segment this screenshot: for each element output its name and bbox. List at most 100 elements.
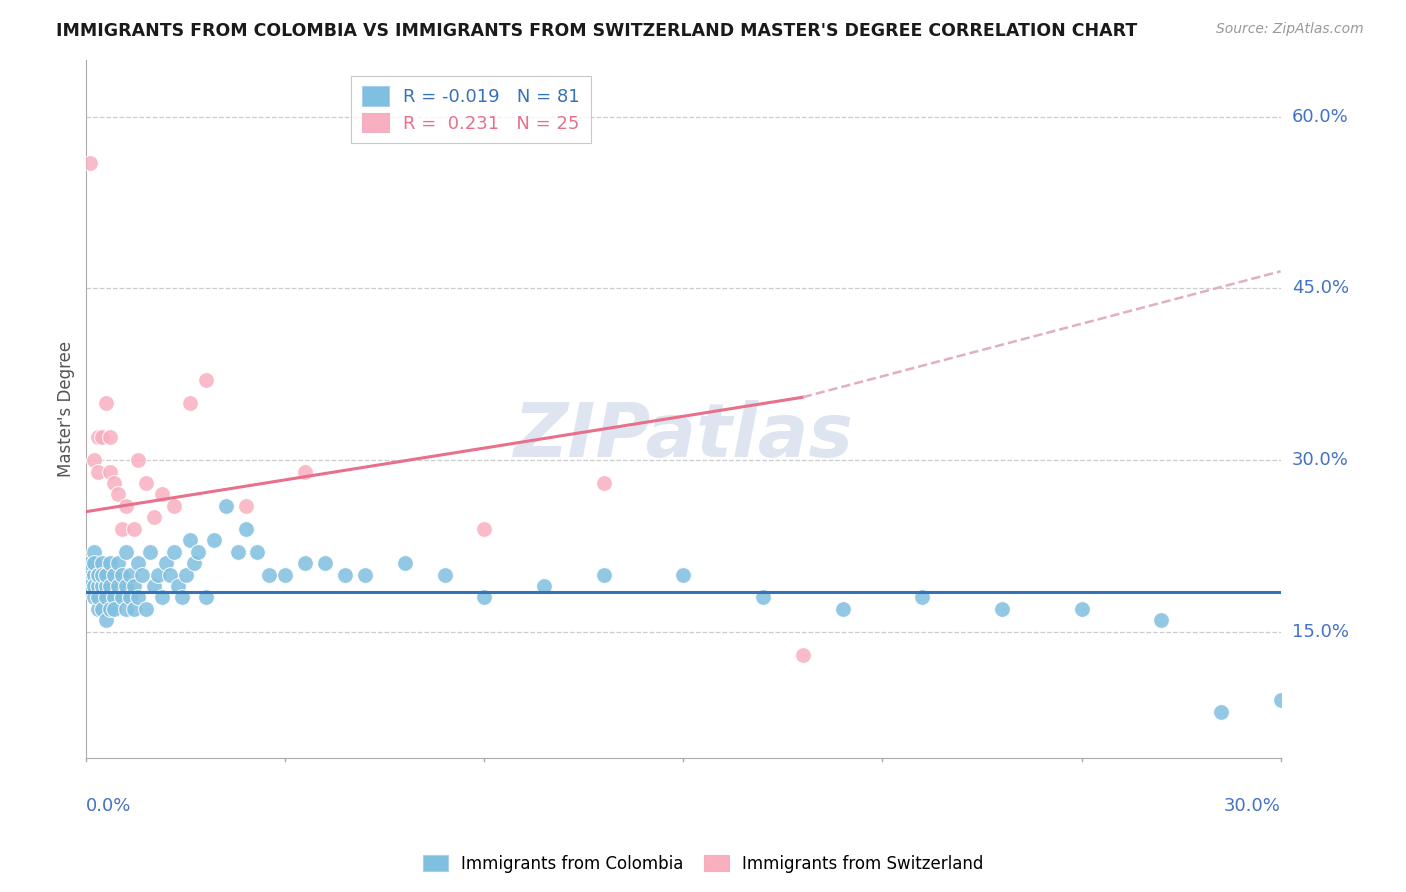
Point (98, 430, 121, 444)
Point (179, 533, 201, 548)
Point (79, 556, 101, 570)
Point (139, 544, 162, 558)
Point (87, 579, 110, 593)
Point (314, 556, 336, 570)
Point (135, 602, 157, 616)
Point (166, 579, 188, 593)
Point (83, 544, 105, 558)
Point (294, 556, 316, 570)
Point (115, 602, 138, 616)
Point (394, 556, 416, 570)
Point (83, 591, 105, 605)
Point (107, 579, 129, 593)
Point (235, 522, 257, 536)
Point (87, 567, 110, 582)
Point (98, 556, 121, 570)
Point (103, 476, 125, 491)
Point (122, 579, 145, 593)
Point (592, 567, 614, 582)
Point (103, 602, 125, 616)
Point (143, 510, 166, 524)
Point (127, 591, 149, 605)
Point (592, 476, 614, 491)
Point (1150, 613, 1173, 627)
Point (107, 487, 129, 501)
Point (202, 533, 225, 548)
Point (1209, 705, 1232, 719)
Point (333, 567, 356, 582)
Point (96, 579, 118, 593)
Point (91, 567, 114, 582)
Point (111, 591, 134, 605)
Point (150, 591, 173, 605)
Point (752, 591, 775, 605)
Point (120, 591, 142, 605)
Point (83, 567, 105, 582)
Point (87, 567, 110, 582)
Point (87, 430, 110, 444)
Point (111, 567, 134, 582)
Point (115, 579, 138, 593)
Point (122, 522, 145, 536)
Point (83, 579, 105, 593)
Point (115, 499, 138, 513)
Point (143, 579, 166, 593)
Point (214, 499, 236, 513)
Point (1270, 693, 1292, 707)
Point (911, 591, 934, 605)
Point (354, 567, 377, 582)
Point (474, 522, 496, 536)
Point (991, 602, 1014, 616)
Point (159, 567, 181, 582)
Point (103, 567, 125, 582)
Text: 15.0%: 15.0% (1292, 623, 1348, 640)
Point (79, 579, 101, 593)
Point (91, 602, 114, 616)
Point (107, 556, 129, 570)
Point (194, 591, 217, 605)
Point (672, 567, 695, 582)
Point (274, 567, 297, 582)
Text: 30.0%: 30.0% (1292, 451, 1348, 469)
Text: 60.0%: 60.0% (1292, 108, 1348, 126)
Point (533, 579, 555, 593)
Point (122, 602, 145, 616)
Text: 30.0%: 30.0% (1223, 797, 1281, 814)
Point (87, 602, 110, 616)
Point (246, 544, 269, 558)
Point (831, 602, 853, 616)
Legend: Immigrants from Colombia, Immigrants from Switzerland: Immigrants from Colombia, Immigrants fro… (416, 848, 990, 880)
Point (91, 579, 114, 593)
Text: Source: ZipAtlas.com: Source: ZipAtlas.com (1216, 22, 1364, 37)
Point (79, 567, 101, 582)
Point (170, 591, 193, 605)
Point (163, 499, 186, 513)
Point (83, 453, 105, 467)
Point (115, 544, 138, 558)
Point (91, 430, 114, 444)
Point (433, 567, 456, 582)
Point (131, 567, 153, 582)
Point (79, 155, 101, 169)
Point (187, 544, 209, 558)
Point (96, 613, 118, 627)
Point (111, 522, 134, 536)
Point (96, 591, 118, 605)
Point (91, 556, 114, 570)
Y-axis label: Master's Degree: Master's Degree (58, 341, 75, 476)
Point (96, 567, 118, 582)
Point (259, 567, 281, 582)
Point (194, 373, 217, 387)
Point (792, 648, 814, 662)
Point (127, 556, 149, 570)
Point (163, 544, 186, 558)
Point (120, 567, 142, 582)
Point (174, 567, 197, 582)
Point (150, 487, 173, 501)
Text: 0.0%: 0.0% (86, 797, 132, 814)
Point (474, 591, 496, 605)
Point (98, 579, 121, 593)
Text: 45.0%: 45.0% (1292, 279, 1348, 297)
Point (226, 544, 249, 558)
Point (98, 602, 121, 616)
